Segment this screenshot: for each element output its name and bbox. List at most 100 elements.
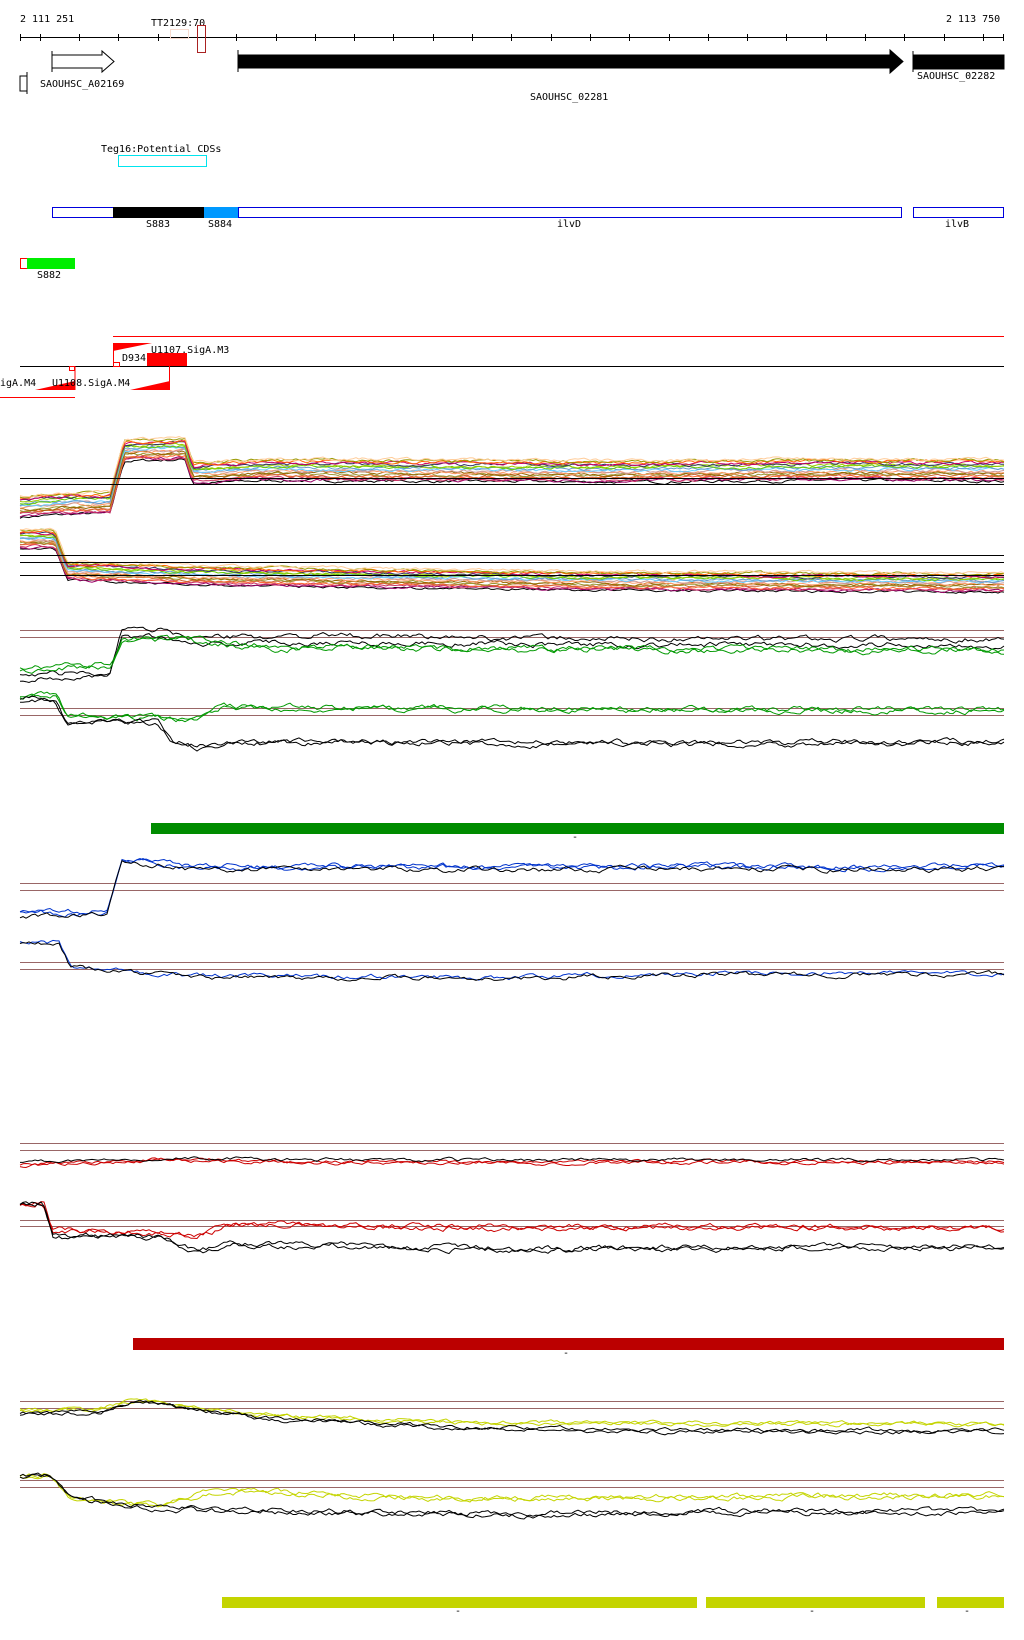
ruler-tick bbox=[40, 34, 41, 41]
ruler-start-label: 2 111 251 bbox=[20, 14, 75, 25]
gene-arrow-saouhsc-02281[interactable] bbox=[237, 48, 904, 75]
expression-curve bbox=[19, 542, 1005, 591]
gene-label-a02169[interactable]: SAOUHSC_A02169 bbox=[40, 79, 125, 90]
ruler-tick bbox=[314, 34, 316, 41]
expression-curve bbox=[19, 697, 1005, 752]
ruler-tick bbox=[432, 34, 434, 41]
ruler-tick bbox=[79, 34, 80, 41]
expression-curve bbox=[19, 458, 1005, 519]
expression-curve bbox=[19, 435, 1005, 498]
red-bar-tick: - bbox=[563, 1348, 570, 1359]
expression-curve bbox=[19, 540, 1005, 588]
expression-curve bbox=[19, 1398, 1005, 1427]
gene-label-02282[interactable]: SAOUHSC_02282 bbox=[917, 71, 996, 82]
yellow-bar-tick: - bbox=[455, 1606, 462, 1617]
ruler-tick bbox=[982, 34, 984, 41]
gene-arrow-outline[interactable] bbox=[51, 49, 115, 74]
expression-curve bbox=[19, 547, 1005, 594]
expression-curve bbox=[19, 450, 1005, 512]
feature-label-ilvb: ilvB bbox=[945, 219, 970, 230]
green-bar-tick: - bbox=[572, 832, 579, 843]
ruler-tick bbox=[393, 34, 395, 41]
feature-label-s883: S883 bbox=[146, 219, 171, 230]
feature-ilvb[interactable] bbox=[913, 207, 1004, 218]
expression-curve bbox=[19, 857, 1005, 915]
terminator-label[interactable]: TT2129:70 bbox=[151, 18, 206, 29]
gene-track bbox=[19, 48, 1005, 94]
segment-label-s882: S882 bbox=[37, 270, 62, 281]
ruler-tick bbox=[275, 34, 277, 41]
ruler-tick bbox=[1003, 34, 1004, 41]
promoter-wedge-left[interactable] bbox=[35, 381, 75, 390]
ruler-tick bbox=[865, 34, 866, 41]
segment-s882[interactable] bbox=[27, 258, 75, 269]
expression-curve bbox=[19, 528, 1005, 577]
expression-curve bbox=[19, 442, 1005, 503]
terminator-marker-pale[interactable] bbox=[170, 29, 189, 39]
ruler-tick bbox=[472, 34, 473, 41]
expression-curve bbox=[19, 1400, 1005, 1435]
promoter-label-siga-m4[interactable]: igA.M4 bbox=[0, 378, 37, 389]
promoter-wedge-u1107[interactable] bbox=[113, 343, 152, 351]
promoter-track bbox=[0, 336, 1004, 398]
expression-curve bbox=[19, 527, 1005, 575]
expression-curve bbox=[19, 634, 1005, 670]
promoter-label-u1108[interactable]: U1108.SigA.M4 bbox=[52, 378, 131, 389]
expression-curve bbox=[19, 437, 1005, 499]
ruler-tick bbox=[20, 34, 21, 41]
promoter-wedge-u1108[interactable] bbox=[130, 381, 170, 390]
ruler-tick bbox=[786, 34, 788, 41]
ruler-tick bbox=[511, 34, 513, 41]
feature-s883[interactable] bbox=[113, 207, 204, 218]
expression-curve bbox=[19, 859, 1005, 919]
ruler-tick bbox=[589, 34, 591, 41]
promoter-label-d934[interactable]: D934 bbox=[122, 353, 147, 364]
ruler-axis bbox=[20, 34, 1004, 41]
yellow-region-bar[interactable] bbox=[937, 1597, 1004, 1608]
ruler-tick bbox=[904, 34, 906, 41]
expression-curve bbox=[19, 1202, 1005, 1240]
expression-curve bbox=[19, 1473, 1005, 1520]
terminator-marker[interactable] bbox=[197, 25, 206, 53]
expression-curve bbox=[19, 1399, 1005, 1436]
expression-curve bbox=[19, 1201, 1005, 1255]
gene-bracket[interactable] bbox=[19, 72, 28, 94]
gene-saouhsc-02282[interactable] bbox=[912, 51, 1005, 72]
expression-curve bbox=[19, 693, 1005, 723]
ruler-tick bbox=[825, 34, 827, 41]
ruler-tick bbox=[354, 34, 356, 41]
ruler-tick bbox=[668, 34, 670, 41]
expression-curve bbox=[19, 1201, 1005, 1238]
expression-curve bbox=[19, 1473, 1005, 1507]
yellow-bar-tick: - bbox=[964, 1606, 971, 1617]
expression-curve bbox=[19, 1201, 1005, 1253]
expression-curve bbox=[19, 1157, 1005, 1169]
ruler-tick bbox=[236, 34, 238, 41]
ruler-tick bbox=[629, 34, 631, 41]
potential-cds-box[interactable] bbox=[118, 155, 207, 167]
red-region-bar[interactable] bbox=[133, 1338, 1004, 1350]
feature-s884[interactable] bbox=[204, 207, 238, 218]
green-region-bar[interactable] bbox=[151, 823, 1004, 834]
ruler-tick bbox=[157, 34, 159, 41]
expression-curve bbox=[19, 448, 1005, 507]
expression-curve bbox=[19, 941, 1005, 982]
promoter-small-box[interactable] bbox=[113, 362, 120, 367]
expression-curve bbox=[20, 690, 1005, 723]
gene-label-02281[interactable]: SAOUHSC_02281 bbox=[530, 92, 609, 103]
feature-ilvd[interactable] bbox=[238, 207, 902, 218]
ruler-tick bbox=[707, 34, 709, 41]
promoter-label-u1107[interactable]: U1107.SigA.M3 bbox=[151, 345, 230, 356]
expression-curve bbox=[19, 1400, 1005, 1428]
ruler-tick bbox=[943, 34, 945, 41]
yellow-region-bar[interactable] bbox=[706, 1597, 925, 1608]
expression-curve bbox=[19, 545, 1005, 594]
yellow-region-bar[interactable] bbox=[222, 1597, 697, 1608]
expression-curve bbox=[19, 537, 1005, 584]
promoter-d934[interactable] bbox=[147, 353, 186, 366]
expression-curve bbox=[19, 939, 1005, 981]
feature-left-outline[interactable] bbox=[52, 207, 114, 218]
expression-curve bbox=[19, 695, 1005, 748]
yellow-bar-tick: - bbox=[809, 1606, 816, 1617]
